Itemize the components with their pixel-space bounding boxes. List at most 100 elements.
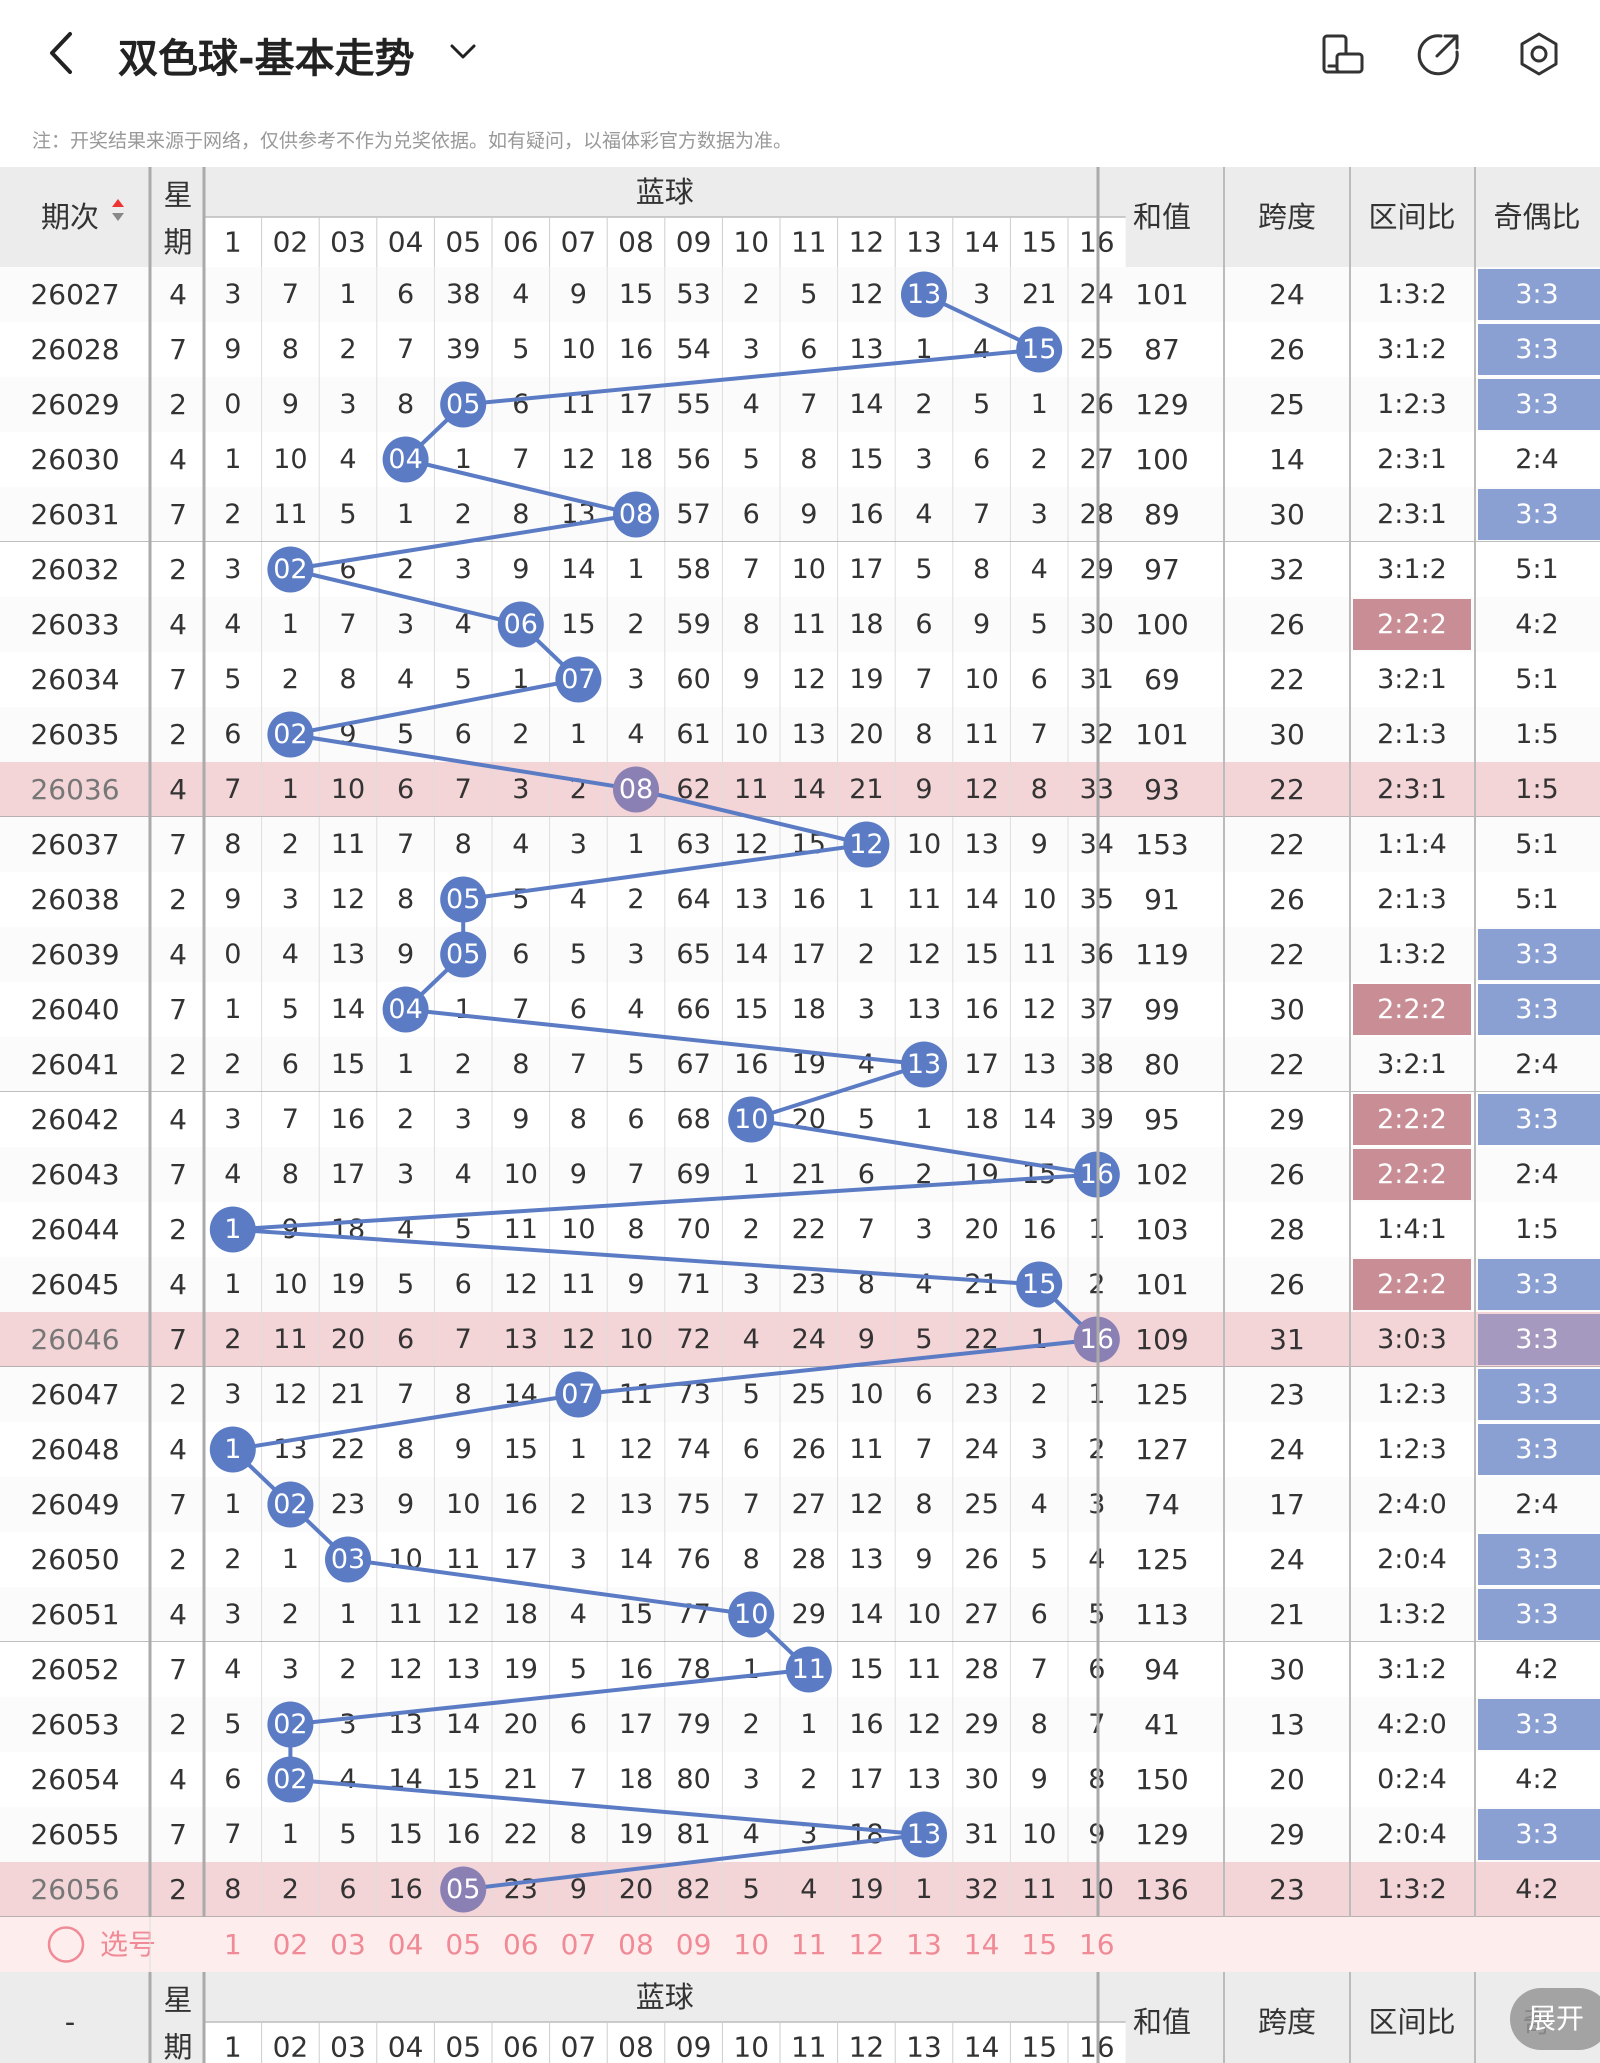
blue-ball[interactable] bbox=[901, 1811, 947, 1858]
miss-count-cell: 38 bbox=[446, 279, 480, 310]
blue-ball[interactable] bbox=[497, 601, 544, 648]
select-ball-option[interactable]: 02 bbox=[273, 1928, 309, 1961]
sum-cell: 150 bbox=[1135, 1763, 1188, 1796]
miss-count-cell: 1 bbox=[224, 994, 241, 1025]
blue-ball[interactable] bbox=[613, 766, 659, 813]
span-cell: 23 bbox=[1269, 1873, 1305, 1906]
sort-up-icon[interactable] bbox=[112, 199, 124, 207]
device-rotate-icon[interactable] bbox=[1319, 30, 1367, 78]
miss-count-cell: 23 bbox=[331, 1489, 365, 1520]
footer-header-col-13: 13 bbox=[906, 2031, 942, 2063]
miss-count-cell: 1 bbox=[915, 1104, 932, 1135]
select-ball-option[interactable]: 12 bbox=[849, 1928, 885, 1961]
blue-ball[interactable] bbox=[1016, 1261, 1063, 1308]
zone-ratio-cell: 1:1:4 bbox=[1377, 829, 1447, 860]
select-ball-option[interactable]: 07 bbox=[561, 1928, 597, 1961]
select-ball-option[interactable]: 03 bbox=[330, 1928, 366, 1961]
weekday-cell: 2 bbox=[169, 553, 187, 586]
blue-ball[interactable] bbox=[901, 1041, 947, 1088]
miss-count-cell: 7 bbox=[1031, 1654, 1048, 1685]
blue-ball[interactable] bbox=[728, 1096, 775, 1143]
odd-even-cell: 4:2 bbox=[1515, 1654, 1558, 1685]
miss-count-cell: 15 bbox=[561, 609, 595, 640]
table-row bbox=[0, 927, 1600, 982]
odd-even-cell: 3:3 bbox=[1515, 1709, 1558, 1740]
blue-ball[interactable] bbox=[267, 1481, 314, 1528]
blue-ball[interactable] bbox=[209, 1426, 256, 1473]
miss-count-cell: 19 bbox=[619, 1819, 653, 1850]
period-cell: 26045 bbox=[30, 1268, 119, 1301]
miss-count-cell: 3 bbox=[743, 1764, 760, 1795]
blue-ball-number: 13 bbox=[907, 279, 941, 310]
select-ball-option[interactable]: 1 bbox=[224, 1928, 242, 1961]
expand-button[interactable]: 展开 bbox=[1510, 1988, 1600, 2050]
miss-count-cell: 75 bbox=[676, 1489, 710, 1520]
blue-ball[interactable] bbox=[267, 711, 314, 758]
weekday-cell: 7 bbox=[169, 663, 187, 696]
miss-count-cell: 15 bbox=[849, 1654, 883, 1685]
select-ball-option[interactable]: 09 bbox=[676, 1928, 712, 1961]
select-ball-option[interactable]: 13 bbox=[906, 1928, 942, 1961]
table-row bbox=[0, 322, 1600, 377]
settings-hexagon-icon[interactable] bbox=[1515, 30, 1563, 78]
select-ball-option[interactable]: 15 bbox=[1021, 1928, 1057, 1961]
miss-count-cell: 9 bbox=[570, 279, 587, 310]
span-cell: 24 bbox=[1269, 1543, 1305, 1576]
zone-ratio-cell: 2:3:1 bbox=[1377, 499, 1447, 530]
select-ball-option[interactable]: 06 bbox=[503, 1928, 539, 1961]
sum-cell: 74 bbox=[1144, 1488, 1180, 1521]
select-ball-option[interactable]: 05 bbox=[445, 1928, 481, 1961]
back-arrow-icon[interactable] bbox=[38, 28, 88, 78]
miss-count-cell: 1 bbox=[915, 1874, 932, 1905]
odd-even-cell: 1:5 bbox=[1515, 719, 1558, 750]
zone-ratio-cell: 1:2:3 bbox=[1377, 1379, 1447, 1410]
blue-ball[interactable] bbox=[555, 1371, 602, 1418]
page-title[interactable]: 双色球-基本走势 bbox=[118, 36, 415, 82]
blue-ball[interactable] bbox=[325, 1536, 371, 1583]
table-row bbox=[0, 267, 1600, 322]
blue-ball[interactable] bbox=[382, 436, 429, 483]
blue-ball[interactable] bbox=[440, 1866, 487, 1913]
blue-ball[interactable] bbox=[1016, 326, 1063, 373]
select-ball-option[interactable]: 08 bbox=[618, 1928, 654, 1961]
select-ball-option[interactable]: 04 bbox=[388, 1928, 424, 1961]
blue-ball[interactable] bbox=[728, 1591, 775, 1638]
footer-header-col-1: 1 bbox=[224, 2031, 242, 2063]
blue-ball[interactable] bbox=[440, 931, 487, 978]
select-radio[interactable] bbox=[47, 1926, 85, 1963]
miss-count-cell: 10 bbox=[1022, 1819, 1056, 1850]
blue-ball[interactable] bbox=[901, 271, 947, 318]
select-ball-option[interactable]: 16 bbox=[1079, 1928, 1115, 1961]
blue-ball[interactable] bbox=[267, 1701, 314, 1748]
table-row bbox=[0, 982, 1600, 1037]
blue-ball[interactable] bbox=[785, 1646, 832, 1693]
miss-count-cell: 1 bbox=[282, 1544, 299, 1575]
blue-ball[interactable] bbox=[440, 381, 487, 428]
miss-count-cell: 4 bbox=[224, 609, 241, 640]
blue-ball[interactable] bbox=[267, 1756, 314, 1803]
miss-count-cell: 3 bbox=[1031, 1434, 1048, 1465]
select-ball-option[interactable]: 11 bbox=[791, 1928, 827, 1961]
blue-ball[interactable] bbox=[267, 546, 314, 593]
blue-ball[interactable] bbox=[613, 491, 659, 538]
blue-ball[interactable] bbox=[440, 876, 487, 923]
miss-count-cell: 11 bbox=[964, 719, 998, 750]
blue-ball-number: 1 bbox=[224, 1214, 241, 1245]
sort-down-icon[interactable] bbox=[112, 213, 124, 221]
share-icon[interactable] bbox=[1415, 30, 1463, 78]
miss-count-cell: 11 bbox=[619, 1379, 653, 1410]
period-cell: 26027 bbox=[30, 278, 119, 311]
miss-count-cell: 8 bbox=[224, 829, 241, 860]
weekday-cell: 4 bbox=[169, 938, 187, 971]
blue-ball[interactable] bbox=[209, 1206, 256, 1253]
footer-header-col-10: 10 bbox=[733, 2031, 769, 2063]
select-ball-option[interactable]: 10 bbox=[733, 1928, 769, 1961]
blue-ball[interactable] bbox=[555, 656, 602, 703]
select-ball-option[interactable]: 14 bbox=[964, 1928, 1000, 1961]
blue-ball[interactable] bbox=[382, 986, 429, 1033]
chevron-down-icon[interactable] bbox=[448, 36, 478, 66]
miss-count-cell: 15 bbox=[619, 1599, 653, 1630]
miss-count-cell: 4 bbox=[743, 389, 760, 420]
miss-count-cell: 31 bbox=[964, 1819, 998, 1850]
blue-ball[interactable] bbox=[843, 821, 890, 868]
